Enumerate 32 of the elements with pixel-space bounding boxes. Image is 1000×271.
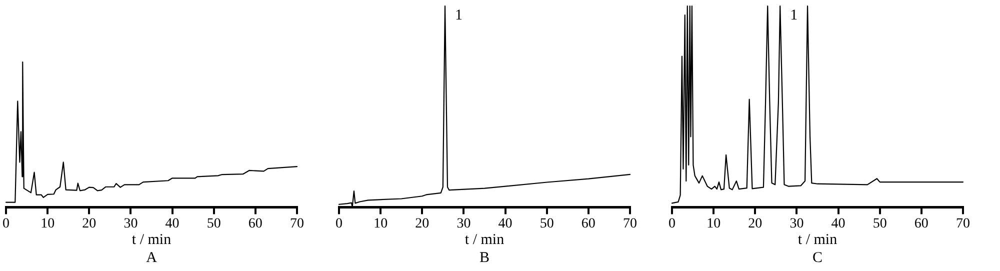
x-tick-label: 60 <box>248 216 262 232</box>
x-tick-label: 10 <box>40 216 55 232</box>
x-tick-label: 50 <box>206 216 221 232</box>
text: C <box>812 250 823 266</box>
x-tick-label: 0 <box>2 216 10 232</box>
x-tick-label: 30 <box>124 216 138 232</box>
x-tick-label: 30 <box>456 216 471 232</box>
x-tick-label: 10 <box>706 216 721 232</box>
x-tick-label: 50 <box>540 216 554 232</box>
x-tick-label: 70 <box>956 216 970 232</box>
x-tick-label: 60 <box>914 216 928 232</box>
x-tick-label: 20 <box>748 216 762 232</box>
annotation: 1 <box>790 7 798 24</box>
x-tick-label: 40 <box>165 216 180 232</box>
x-tick-label: 40 <box>498 216 512 232</box>
annotation: 1 <box>455 7 463 24</box>
x-tick-label: 20 <box>82 216 96 232</box>
x-tick-label: 0 <box>668 216 676 232</box>
text: B <box>479 250 490 266</box>
x-tick-label: 70 <box>290 216 304 232</box>
x-axis-title: t / min <box>132 232 172 248</box>
x-tick-label: 10 <box>374 216 388 232</box>
x-tick-label: 20 <box>415 216 430 232</box>
x-tick-label: 30 <box>790 216 804 232</box>
x-tick-label: 60 <box>581 216 596 232</box>
x-axis-title: t / min <box>464 232 505 248</box>
x-tick-label: 40 <box>831 216 846 232</box>
x-tick-label: 50 <box>872 216 887 232</box>
x-axis-title: t / min <box>798 232 838 248</box>
x-tick-label: 70 <box>623 216 637 232</box>
text: A <box>146 250 158 266</box>
x-tick-label: 0 <box>336 216 342 232</box>
